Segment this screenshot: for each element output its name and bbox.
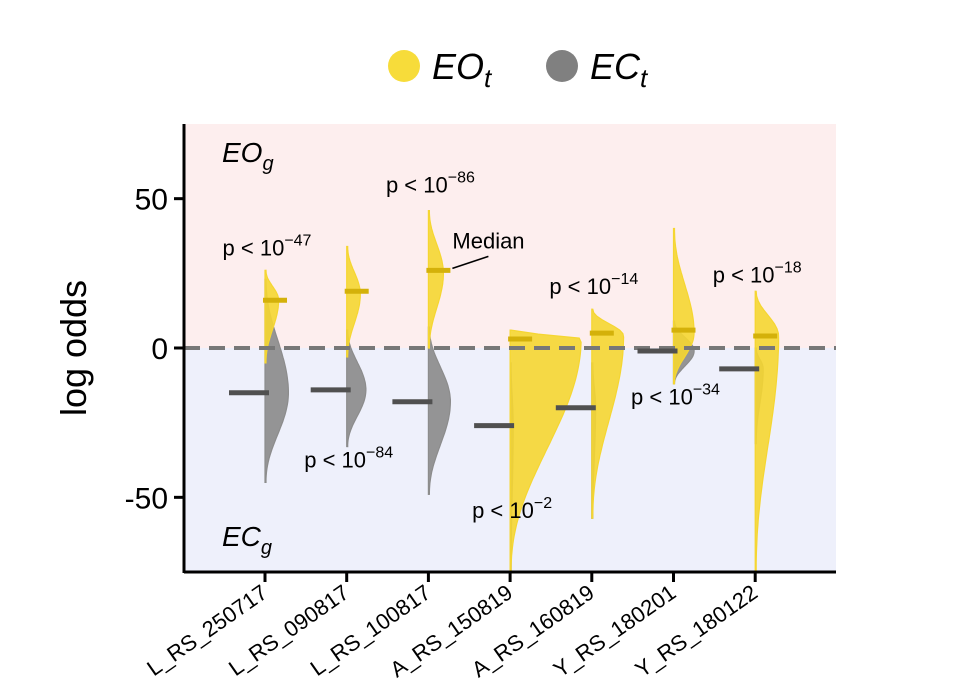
p-value-label: p < 10−18 [713, 259, 802, 287]
violin-eo-L_RS_090817 [346, 245, 361, 358]
x-ticks: L_RS_250717L_RS_090817L_RS_100817A_RS_15… [142, 573, 762, 682]
p-value-label: p < 10−14 [549, 271, 638, 299]
violin-eo-L_RS_100817 [427, 209, 444, 349]
median-annotation-label: Median [452, 228, 524, 253]
p-value-label: p < 10−2 [472, 495, 552, 523]
medians-layer [229, 267, 778, 429]
region-label-ec: ECg [222, 521, 272, 559]
region-label-eo: EOg [222, 137, 274, 175]
p-value-label: p < 10−84 [304, 444, 393, 472]
y-tick-label: -50 [125, 482, 168, 515]
violins-layer [264, 209, 780, 573]
legend-label-ec: ECt [590, 46, 649, 93]
region-eo-background [184, 124, 836, 348]
violin-eo-Y_RS_180122 [754, 290, 780, 573]
violin-eo-Y_RS_180201 [672, 227, 695, 385]
violin-ec-L_RS_090817 [346, 329, 367, 448]
p-value-label: p < 10−34 [631, 382, 720, 410]
annotations-layer: p < 10−47 p < 10−84 p < 10−86 p < 10−2 p < 1… [223, 170, 802, 524]
median-annotation-pointer [452, 255, 489, 270]
legend-marker-ec [546, 50, 578, 82]
violin-eo-A_RS_160819 [591, 308, 625, 519]
legend-label-eo: EOt [432, 46, 493, 93]
y-tick-label: 0 [151, 333, 168, 366]
y-ticks: 50 0 -50 [125, 184, 184, 515]
violin-eo-A_RS_150819 [509, 329, 582, 573]
legend-marker-eo [388, 50, 420, 82]
plot-area: EOg ECg p < 10−47p < 10−84p < 10−86p < 1… [184, 124, 836, 573]
violin-ec-L_RS_100817 [427, 326, 451, 495]
y-axis-label: log odds [53, 280, 94, 416]
p-value-label: p < 10−86 [386, 170, 475, 198]
p-value-label: p < 10−47 [223, 232, 312, 260]
y-tick-label: 50 [135, 184, 168, 217]
legend: EOt ECt [388, 46, 649, 93]
